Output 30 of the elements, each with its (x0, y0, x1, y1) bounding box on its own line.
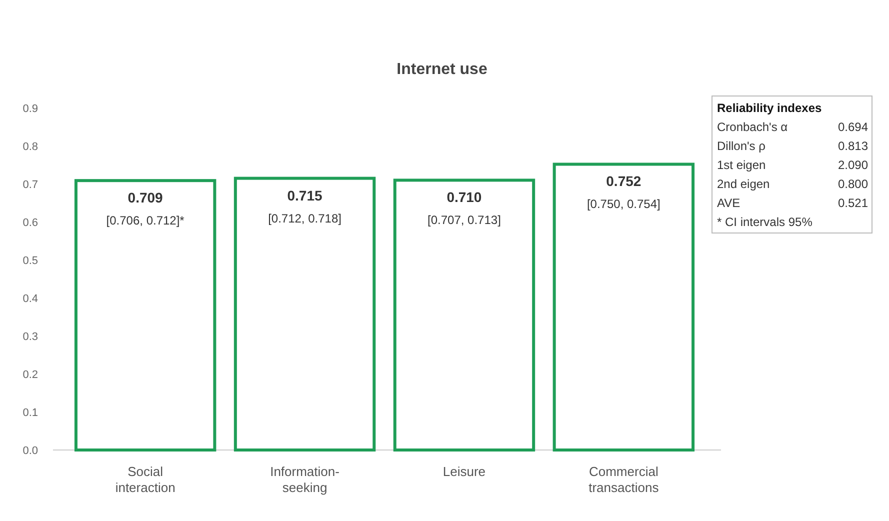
reliability-table: Reliability indexes Cronbach's α 0.694 Dillon's ρ 0.813 1st eigen 2.090 2nd eigen 0.800 AVE 0.521 * CI intervals 95% (712, 96, 872, 234)
data-label: 0.715 (287, 187, 322, 204)
data-label: 0.709 (128, 190, 164, 206)
bar (552, 162, 695, 452)
data-label: 0.710 (446, 189, 482, 206)
bar (393, 178, 536, 452)
y-tick-label: 0.9 (22, 103, 38, 115)
y-tick-label: 0.6 (22, 217, 38, 229)
annotation: * CI intervals 95% (717, 215, 813, 229)
annotation: [0.706, 0.712]* (106, 214, 185, 228)
data-label: 0.752 (606, 173, 642, 190)
y-tick-label: 0.7 (22, 179, 38, 191)
bar (234, 176, 376, 452)
y-tick-label: 0.1 (22, 407, 38, 419)
x-tick-label: Commercial transactions (588, 464, 660, 495)
x-tick-label: Information-seeking (270, 464, 340, 495)
annotation: [0.712, 0.718] (268, 211, 342, 226)
chart-title: Internet use (396, 61, 488, 78)
x-tick-label: Leisure (442, 464, 486, 479)
annotation: [0.750, 0.754] (586, 197, 660, 212)
y-tick-label: 0.3 (22, 331, 38, 343)
y-tick-label: 0.4 (22, 293, 38, 305)
y-tick-label: 0.8 (22, 141, 38, 153)
y-tick-label: 0.0 (22, 445, 38, 457)
annotation: Reliability indexes (717, 101, 822, 115)
y-tick-label: 0.5 (22, 255, 38, 267)
bar (74, 179, 216, 452)
y-tick-label: 0.2 (22, 369, 38, 381)
annotation: [0.707, 0.713] (428, 213, 501, 228)
x-tick-label: Social interaction (115, 464, 176, 495)
